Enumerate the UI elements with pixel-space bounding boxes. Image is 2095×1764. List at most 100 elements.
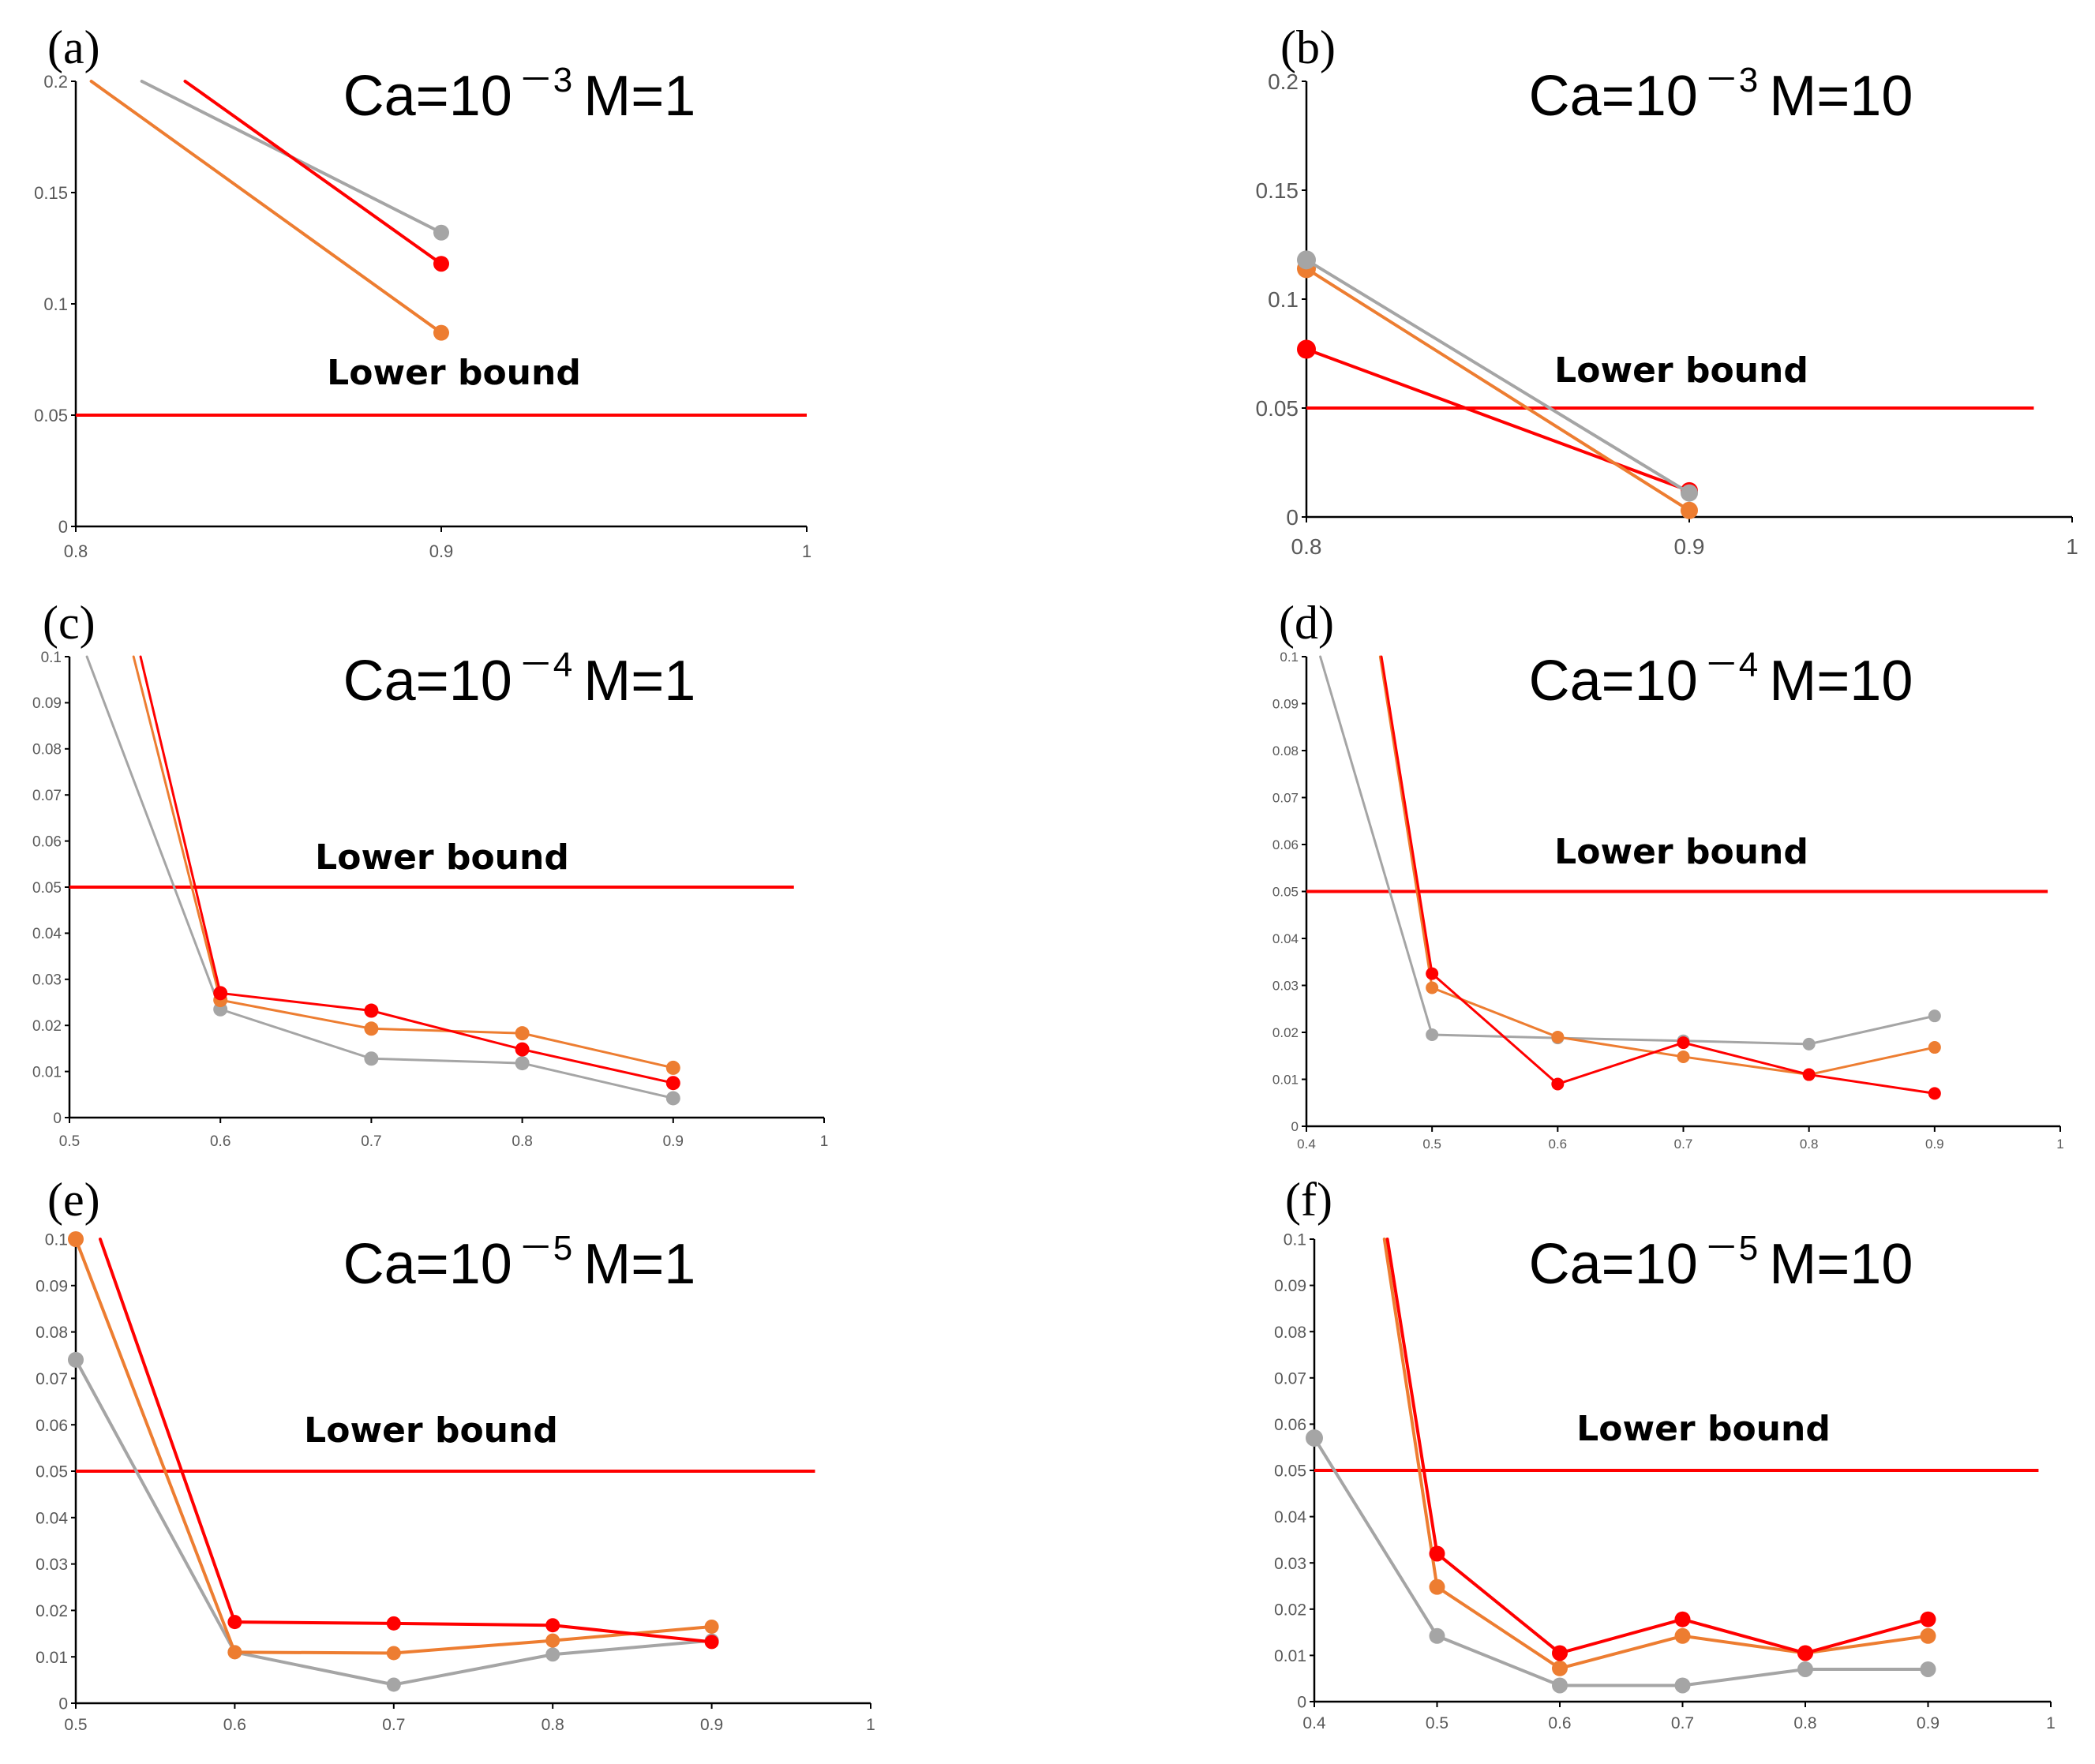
title-main: Ca=10 <box>343 65 512 128</box>
x-tick-label: 0.9 <box>429 541 454 561</box>
y-tick-label: 0.01 <box>1274 1647 1306 1665</box>
data-point <box>1920 1611 1936 1627</box>
x-tick-label: 0.9 <box>1925 1137 1944 1152</box>
chart-title: Ca=10 －3 M=1 <box>343 61 696 128</box>
panel-label: (c) <box>43 597 96 649</box>
chart-panel-d: 0 0.01 0.02 0.03 0.04 0.05 0.06 0.07 0.08 0.09 0.1… <box>1272 597 2064 1152</box>
data-point <box>1551 1077 1565 1091</box>
data-point <box>704 1619 719 1634</box>
data-point <box>1802 1068 1816 1081</box>
x-tick-label: 1 <box>802 541 811 561</box>
data-point <box>1429 1579 1445 1595</box>
series-line-segment <box>1681 1617 1807 1655</box>
series-orange <box>1378 655 1941 1081</box>
data-point <box>515 1056 530 1071</box>
series-line-segment <box>74 1358 237 1654</box>
x-tick-label: 1 <box>2046 1714 2056 1732</box>
series-orange <box>89 80 449 341</box>
data-point <box>1297 339 1316 359</box>
lower-bound-label: Lower bound <box>1576 1409 1831 1449</box>
series-line-segment <box>1556 1041 1685 1085</box>
series-gray <box>68 1351 719 1692</box>
data-point <box>68 1351 84 1368</box>
lower-bound-label: Lower bound <box>315 837 569 878</box>
title-exponent: －4 <box>519 646 572 684</box>
series-line-segment <box>1556 1036 1685 1058</box>
series-line-segment <box>521 1062 675 1099</box>
series-line-segment <box>521 1032 675 1069</box>
y-tick-label: 0.06 <box>36 1417 68 1435</box>
y-tick-label: 0.05 <box>32 880 62 897</box>
data-point <box>364 1021 379 1036</box>
series-line-segment <box>392 1621 555 1627</box>
series-red <box>139 655 680 1091</box>
title-exponent: －5 <box>1704 1229 1758 1268</box>
data-point <box>1426 1028 1439 1041</box>
x-tick-label: 0.4 <box>1302 1714 1326 1732</box>
x-tick-label: 0.7 <box>1674 1137 1693 1152</box>
series-line-segment <box>1435 1634 1561 1687</box>
x-tick-label: 0.7 <box>361 1133 381 1150</box>
panel-label: (f) <box>1285 1174 1332 1226</box>
data-point <box>1552 1645 1568 1661</box>
series-line-segment <box>219 998 373 1030</box>
y-tick-label: 0.05 <box>1256 396 1299 421</box>
series-line-segment <box>521 1048 675 1084</box>
series-line-segment <box>551 1624 714 1644</box>
data-point <box>1674 1611 1691 1627</box>
series-line-segment <box>1305 258 1691 495</box>
y-tick-label: 0.09 <box>1272 697 1299 712</box>
series-line-segment <box>1804 1617 1930 1655</box>
series-line-segment <box>392 1639 555 1655</box>
series-gray <box>85 655 680 1106</box>
chart-panel-f: 0 0.01 0.02 0.03 0.04 0.05 0.06 0.07 0.08 0.09 0.1… <box>1274 1174 2056 1732</box>
series-orange <box>1382 1238 1936 1676</box>
y-tick-label: 0.2 <box>43 72 68 92</box>
x-tick-label: 0.9 <box>1674 534 1705 559</box>
y-tick-label: 0.02 <box>36 1602 68 1620</box>
data-point <box>1426 981 1439 994</box>
title-exponent: －5 <box>519 1229 572 1268</box>
y-tick-label: 0.03 <box>1274 1555 1306 1573</box>
x-tick-label: 0.5 <box>64 1716 87 1734</box>
data-point <box>1920 1627 1936 1644</box>
chart-title: Ca=10 －4 M=10 <box>1529 646 1913 713</box>
series-line-segment <box>1430 972 1559 1085</box>
data-point <box>545 1647 560 1662</box>
series-line-segment <box>98 1238 237 1624</box>
series-line-segment <box>1804 1634 1930 1655</box>
data-point <box>1928 1009 1941 1023</box>
y-tick-label: 0.01 <box>1272 1073 1299 1088</box>
y-tick-label: 0.15 <box>34 183 68 203</box>
y-tick-label: 0.06 <box>1272 837 1299 852</box>
lower-bound-label: Lower bound <box>1554 832 1808 872</box>
panel-label: (d) <box>1279 597 1334 649</box>
series-line-segment <box>1378 655 1434 989</box>
x-tick-label: 0.8 <box>512 1133 532 1150</box>
data-point <box>1429 1545 1445 1562</box>
x-tick-label: 0.5 <box>1422 1137 1441 1152</box>
series-line-segment <box>551 1639 714 1657</box>
y-tick-label: 0.09 <box>36 1277 68 1295</box>
title-tail: M=10 <box>1769 650 1913 713</box>
series-line-segment <box>85 655 222 1011</box>
lower-bound-label: Lower bound <box>1554 350 1808 391</box>
data-point <box>68 1231 84 1247</box>
series-line-segment <box>1558 1617 1685 1655</box>
x-tick-label: 0.6 <box>223 1716 246 1734</box>
y-tick-label: 0.15 <box>1256 178 1299 203</box>
data-point <box>1552 1660 1568 1676</box>
series-line-segment <box>233 1650 395 1687</box>
y-tick-label: 0.04 <box>36 1509 68 1527</box>
y-tick-label: 0.2 <box>1268 69 1299 94</box>
lower-bound-label: Lower bound <box>327 353 581 393</box>
y-tick-label: 0.03 <box>36 1556 68 1574</box>
data-point <box>386 1616 401 1631</box>
y-tick-label: 0.08 <box>1272 743 1299 758</box>
title-tail: M=10 <box>1769 1233 1913 1296</box>
data-point <box>213 986 228 1001</box>
chart-title: Ca=10 －5 M=1 <box>343 1229 696 1296</box>
series-line-segment <box>1305 267 1691 512</box>
data-point <box>665 1076 680 1091</box>
x-tick-label: 0.9 <box>1917 1714 1939 1732</box>
